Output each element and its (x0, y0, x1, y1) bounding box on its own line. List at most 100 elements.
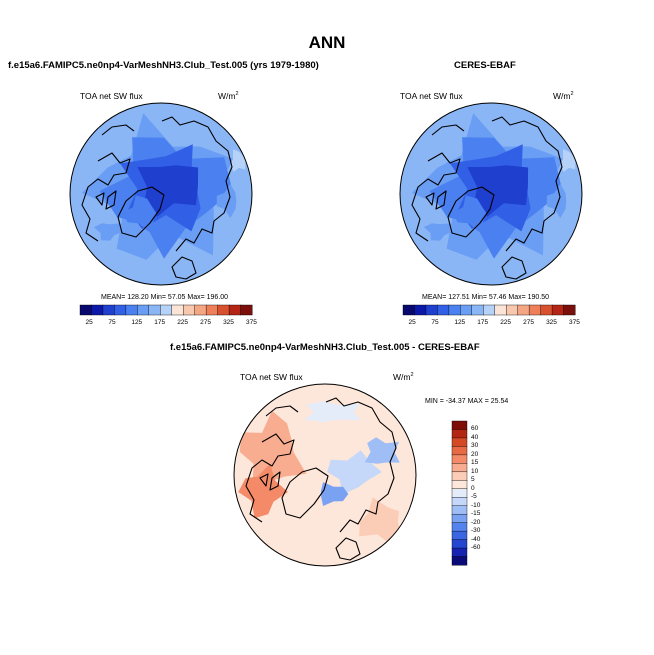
colorbar-tick-label: 75 (108, 319, 116, 326)
colorbar-swatch (451, 539, 468, 549)
colorbar-swatch (451, 429, 468, 439)
panel1-coastlines (81, 116, 233, 280)
colorbar-tick-label: 225 (500, 319, 512, 326)
field-patch-sw (423, 223, 454, 241)
colorbar-tick-label: 40 (471, 433, 479, 441)
colorbar-swatch (125, 304, 138, 316)
field-band-4 (137, 165, 199, 217)
field-diff-center-cold (320, 482, 349, 506)
colorbar-swatch (194, 304, 207, 316)
field-diff-north-pale (304, 401, 362, 422)
colorbar-swatch (451, 420, 468, 430)
colorbar-swatch (451, 522, 468, 532)
panel3-polar-map (233, 383, 417, 567)
panel2-map-field (400, 103, 582, 285)
colorbar-swatch (137, 304, 150, 316)
panel1-stats: MEAN= 128.20 Min= 57.05 Max= 196.00 (101, 294, 229, 301)
colorbar-tick-label: -5 (471, 493, 477, 501)
colorbar-swatch (451, 488, 468, 498)
colorbar-swatch (460, 304, 473, 316)
colorbar-swatch (217, 304, 230, 316)
colorbar-swatch (102, 304, 115, 316)
field-patch-ne (230, 149, 246, 172)
colorbar-swatch (483, 304, 496, 316)
coastline-eurasia (161, 116, 233, 252)
colorbar-tick-label: 375 (246, 319, 257, 326)
panel3-coastlines (245, 397, 397, 561)
colorbar-tick-label: 75 (431, 319, 439, 326)
colorbar-tick-label: 60 (471, 425, 479, 433)
colorbar-tick-label: 5 (471, 476, 475, 484)
colorbar-swatch (528, 304, 542, 316)
panel1-units-label: W/m2 (218, 91, 239, 101)
colorbar-tick-label: 275 (200, 319, 211, 326)
panel3-colorbar (451, 420, 468, 566)
colorbar-swatch (228, 304, 242, 316)
colorbar-swatch (563, 304, 576, 316)
panel1-colorbar-ticks: 25 75 125 175 225 275 325 375 (80, 319, 256, 329)
colorbar-swatch (402, 304, 415, 316)
colorbar-swatch (448, 304, 461, 316)
colorbar-swatch (551, 304, 565, 316)
colorbar-swatch (425, 304, 438, 316)
colorbar-swatch (114, 304, 127, 316)
coastline-greenland (447, 186, 495, 238)
colorbar-tick-label: 275 (523, 319, 534, 326)
panel2-colorbar (402, 304, 576, 316)
coastline-scandinavia (171, 256, 197, 280)
panel1-title: f.e15a6.FAMIPC5.ne0np4-VarMeshNH3.Club_T… (8, 60, 319, 71)
colorbar-swatch (471, 304, 484, 316)
colorbar-swatch (451, 513, 468, 524)
panel2-polar-map (399, 102, 583, 286)
panel1-map-boundary (69, 102, 253, 286)
field-greenland-patch (452, 195, 487, 232)
colorbar-swatch (505, 304, 519, 316)
colorbar-swatch (79, 304, 92, 316)
colorbar-tick-label: -15 (471, 510, 481, 518)
coastline-islands (95, 190, 117, 210)
colorbar-swatch (451, 480, 468, 490)
coastline-greenland (281, 467, 329, 519)
colorbar-swatch (451, 505, 468, 515)
panel1-map-field (70, 103, 252, 285)
coastline-eurasia (325, 397, 397, 533)
coastline-alaska (101, 124, 135, 136)
colorbar-swatch (451, 556, 468, 566)
colorbar-swatch (182, 304, 196, 316)
coastline-islands (259, 471, 281, 491)
colorbar-swatch (437, 304, 450, 316)
colorbar-swatch (171, 304, 184, 316)
coastline-alaska (265, 405, 299, 417)
colorbar-swatch (451, 471, 468, 481)
panel3-map-boundary (233, 383, 417, 567)
colorbar-tick-label: 20 (471, 450, 479, 458)
colorbar-tick-label: -40 (471, 535, 481, 543)
field-diff-west-hot (238, 463, 288, 519)
colorbar-tick-label: 30 (471, 442, 479, 450)
colorbar-tick-label: 175 (477, 319, 489, 326)
colorbar-tick-label: 10 (471, 467, 479, 475)
colorbar-tick-label: -60 (471, 544, 481, 552)
colorbar-swatch (451, 547, 468, 558)
colorbar-swatch (205, 304, 219, 316)
colorbar-tick-label: 25 (85, 319, 93, 326)
field-diff-east-cool (364, 437, 400, 464)
colorbar-swatch (414, 304, 427, 316)
colorbar-tick-label: 0 (471, 484, 475, 492)
colorbar-swatch (451, 446, 468, 456)
field-diff-west-warm (239, 410, 307, 490)
panel2-variable-label: TOA net SW flux (400, 91, 463, 101)
colorbar-tick-label: 25 (408, 319, 416, 326)
field-patch-ne (560, 149, 576, 172)
colorbar-tick-label: -30 (471, 527, 481, 535)
panel3-title: f.e15a6.FAMIPC5.ne0np4-VarMeshNH3.Club_T… (170, 342, 480, 353)
field-patch-e (546, 183, 567, 219)
colorbar-tick-label: 225 (177, 319, 189, 326)
colorbar-tick-label: 325 (546, 319, 557, 326)
panel1-polar-map (69, 102, 253, 286)
colorbar-swatch (451, 497, 468, 507)
panel3-variable-label: TOA net SW flux (240, 372, 303, 382)
colorbar-tick-label: 325 (223, 319, 234, 326)
coastline-north-america (81, 152, 131, 242)
coastline-greenland (117, 186, 165, 238)
